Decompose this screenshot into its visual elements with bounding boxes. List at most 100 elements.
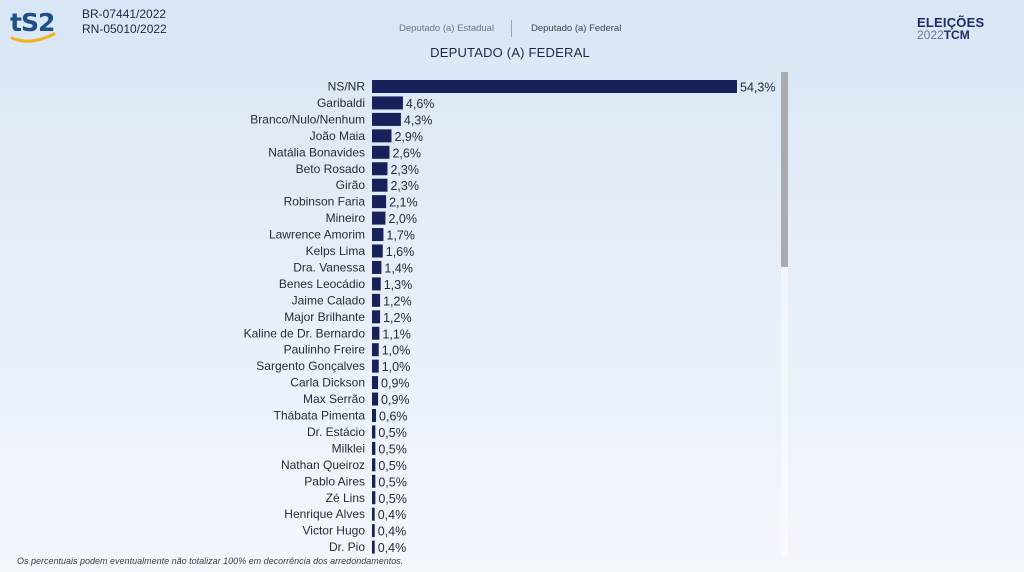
bar xyxy=(372,540,375,554)
value-label: 0,4% xyxy=(378,525,407,539)
bar xyxy=(372,491,376,505)
bar xyxy=(372,359,379,373)
value-label: 2,9% xyxy=(394,130,423,144)
value-label: 1,0% xyxy=(382,360,411,374)
value-label: 4,6% xyxy=(406,97,435,111)
bar xyxy=(372,293,381,307)
value-label: 1,6% xyxy=(386,245,415,259)
category-label: Beto Rosado xyxy=(296,162,366,176)
value-label: 0,9% xyxy=(381,377,410,391)
bar xyxy=(372,326,380,340)
registration-br: BR-07441/2022 xyxy=(82,7,167,21)
category-label: Pablo Aires xyxy=(304,474,365,488)
tab-divider xyxy=(511,20,512,37)
category-label: Zé Lins xyxy=(326,491,365,505)
value-label: 1,1% xyxy=(382,327,411,341)
category-label: Robinson Faria xyxy=(284,195,366,209)
value-label: 2,3% xyxy=(390,163,419,177)
footnote: Os percentuais podem eventualmente não t… xyxy=(17,556,404,566)
bar xyxy=(372,524,375,538)
category-label: Garibaldi xyxy=(317,96,365,110)
value-label: 1,7% xyxy=(386,229,415,243)
bar xyxy=(372,129,392,143)
value-label: 0,5% xyxy=(378,426,407,440)
bar xyxy=(372,211,386,225)
category-label: Paulinho Freire xyxy=(284,343,366,357)
category-label: Henrique Alves xyxy=(284,507,365,521)
value-label: 1,4% xyxy=(384,261,413,275)
bar xyxy=(372,392,379,406)
bar xyxy=(372,310,381,324)
bar xyxy=(372,425,376,439)
value-label: 1,3% xyxy=(384,278,413,292)
category-label: Milklei xyxy=(332,441,365,455)
category-label: Natália Bonavides xyxy=(268,145,365,159)
category-label: Kelps Lima xyxy=(306,244,366,258)
value-label: 1,2% xyxy=(383,311,412,325)
bar xyxy=(372,228,384,242)
registration-rn: RN-05010/2022 xyxy=(82,22,167,36)
bar xyxy=(372,80,737,93)
value-label: 0,5% xyxy=(378,492,407,506)
registration-numbers: BR-07441/2022 RN-05010/2022 xyxy=(82,7,167,37)
category-label: Kaline de Dr. Bernardo xyxy=(244,326,366,340)
category-label: Max Serrão xyxy=(303,392,365,406)
logo-swoosh-icon xyxy=(10,32,56,43)
bar xyxy=(372,96,403,110)
logo-text: tS2 xyxy=(10,8,55,37)
value-label: 0,5% xyxy=(378,459,407,473)
category-label: Lawrence Amorim xyxy=(269,228,365,242)
bar xyxy=(372,277,381,291)
value-label: 1,2% xyxy=(383,294,412,308)
bar xyxy=(372,162,388,176)
brand-eleicoes: ELEIÇÕES xyxy=(917,15,985,30)
ts2-logo: tS2 xyxy=(10,8,60,48)
value-label: 0,4% xyxy=(378,508,407,522)
value-label: 0,6% xyxy=(379,410,408,424)
bar xyxy=(372,244,383,258)
office-tabs: Deputado (a) Estadual Deputado (a) Feder… xyxy=(380,20,640,38)
category-label: NS/NR xyxy=(328,80,366,94)
category-label: Girão xyxy=(336,178,366,192)
value-label: 1,0% xyxy=(382,344,411,358)
bar xyxy=(372,112,401,126)
category-label: Sargento Gonçalves xyxy=(256,359,365,373)
category-label: Nathan Queiroz xyxy=(281,458,365,472)
category-label: Branco/Nulo/Nenhum xyxy=(250,112,365,126)
value-label: 2,0% xyxy=(388,212,417,226)
value-label: 2,1% xyxy=(389,196,418,210)
chart-scrollbar-track[interactable] xyxy=(781,72,788,557)
category-label: Victor Hugo xyxy=(303,524,366,538)
category-label: Dr. Pio xyxy=(329,540,365,554)
bar xyxy=(372,458,376,472)
category-label: Dra. Vanessa xyxy=(293,260,365,274)
bar xyxy=(372,195,387,209)
brand-year-line: 2022TCM xyxy=(917,29,987,42)
eleicoes-brand-logo: ELEIÇÕES 2022TCM xyxy=(917,16,987,42)
category-label: Carla Dickson xyxy=(290,376,365,390)
brand-tcm: TCM xyxy=(943,28,970,42)
bar xyxy=(372,409,377,422)
value-label: 2,6% xyxy=(392,146,421,160)
tab-deputado-estadual[interactable]: Deputado (a) Estadual xyxy=(399,23,495,34)
category-label: João Maia xyxy=(310,129,366,143)
tab-deputado-federal[interactable]: Deputado (a) Federal xyxy=(531,23,622,34)
category-label: Thábata Pimenta xyxy=(274,409,366,423)
bar xyxy=(372,507,375,521)
chart-title: DEPUTADO (A) FEDERAL xyxy=(430,45,590,60)
bar xyxy=(372,145,390,159)
value-label: 4,3% xyxy=(404,113,433,127)
category-label: Benes Leocádio xyxy=(279,277,365,291)
bar xyxy=(372,474,376,488)
value-label: 0,5% xyxy=(378,442,407,456)
bar xyxy=(372,178,388,192)
value-label: 0,4% xyxy=(378,541,407,555)
brand-year: 2022 xyxy=(917,28,944,42)
value-label: 54,3% xyxy=(740,81,775,95)
value-label: 0,9% xyxy=(381,393,410,407)
bar xyxy=(372,376,379,390)
chart-scrollbar-thumb[interactable] xyxy=(781,72,788,267)
category-label: Mineiro xyxy=(326,211,366,225)
bar-chart: NS/NR 54,3% Garibaldi 4,6% Branco/Nulo/Nenhu… xyxy=(244,80,776,556)
bar xyxy=(372,343,379,357)
